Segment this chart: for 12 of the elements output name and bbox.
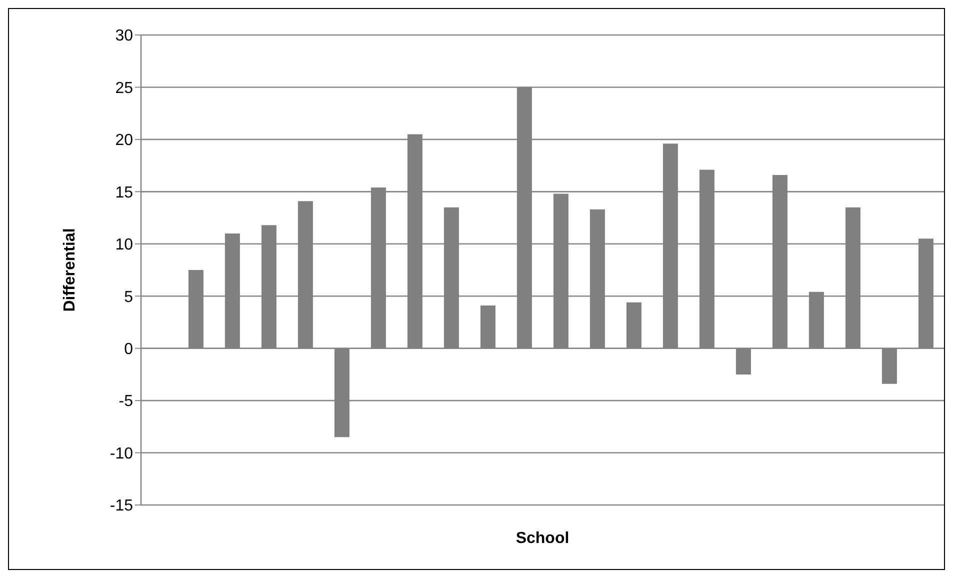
y-tick-label: 25 [115, 80, 134, 97]
y-tick-label: 5 [124, 288, 134, 306]
x-axis-title: School [516, 530, 570, 547]
y-tick-label: -10 [110, 445, 134, 462]
y-axis-title: Differential [62, 228, 79, 312]
y-tick-label: -5 [118, 393, 134, 410]
y-tick-label: 30 [115, 28, 134, 45]
y-tick-label: 10 [115, 236, 134, 254]
y-tick-label: -15 [110, 498, 134, 515]
y-tick-label: 0 [124, 341, 134, 358]
y-tick-label: 15 [115, 184, 134, 202]
y-tick-label: 20 [115, 132, 134, 150]
